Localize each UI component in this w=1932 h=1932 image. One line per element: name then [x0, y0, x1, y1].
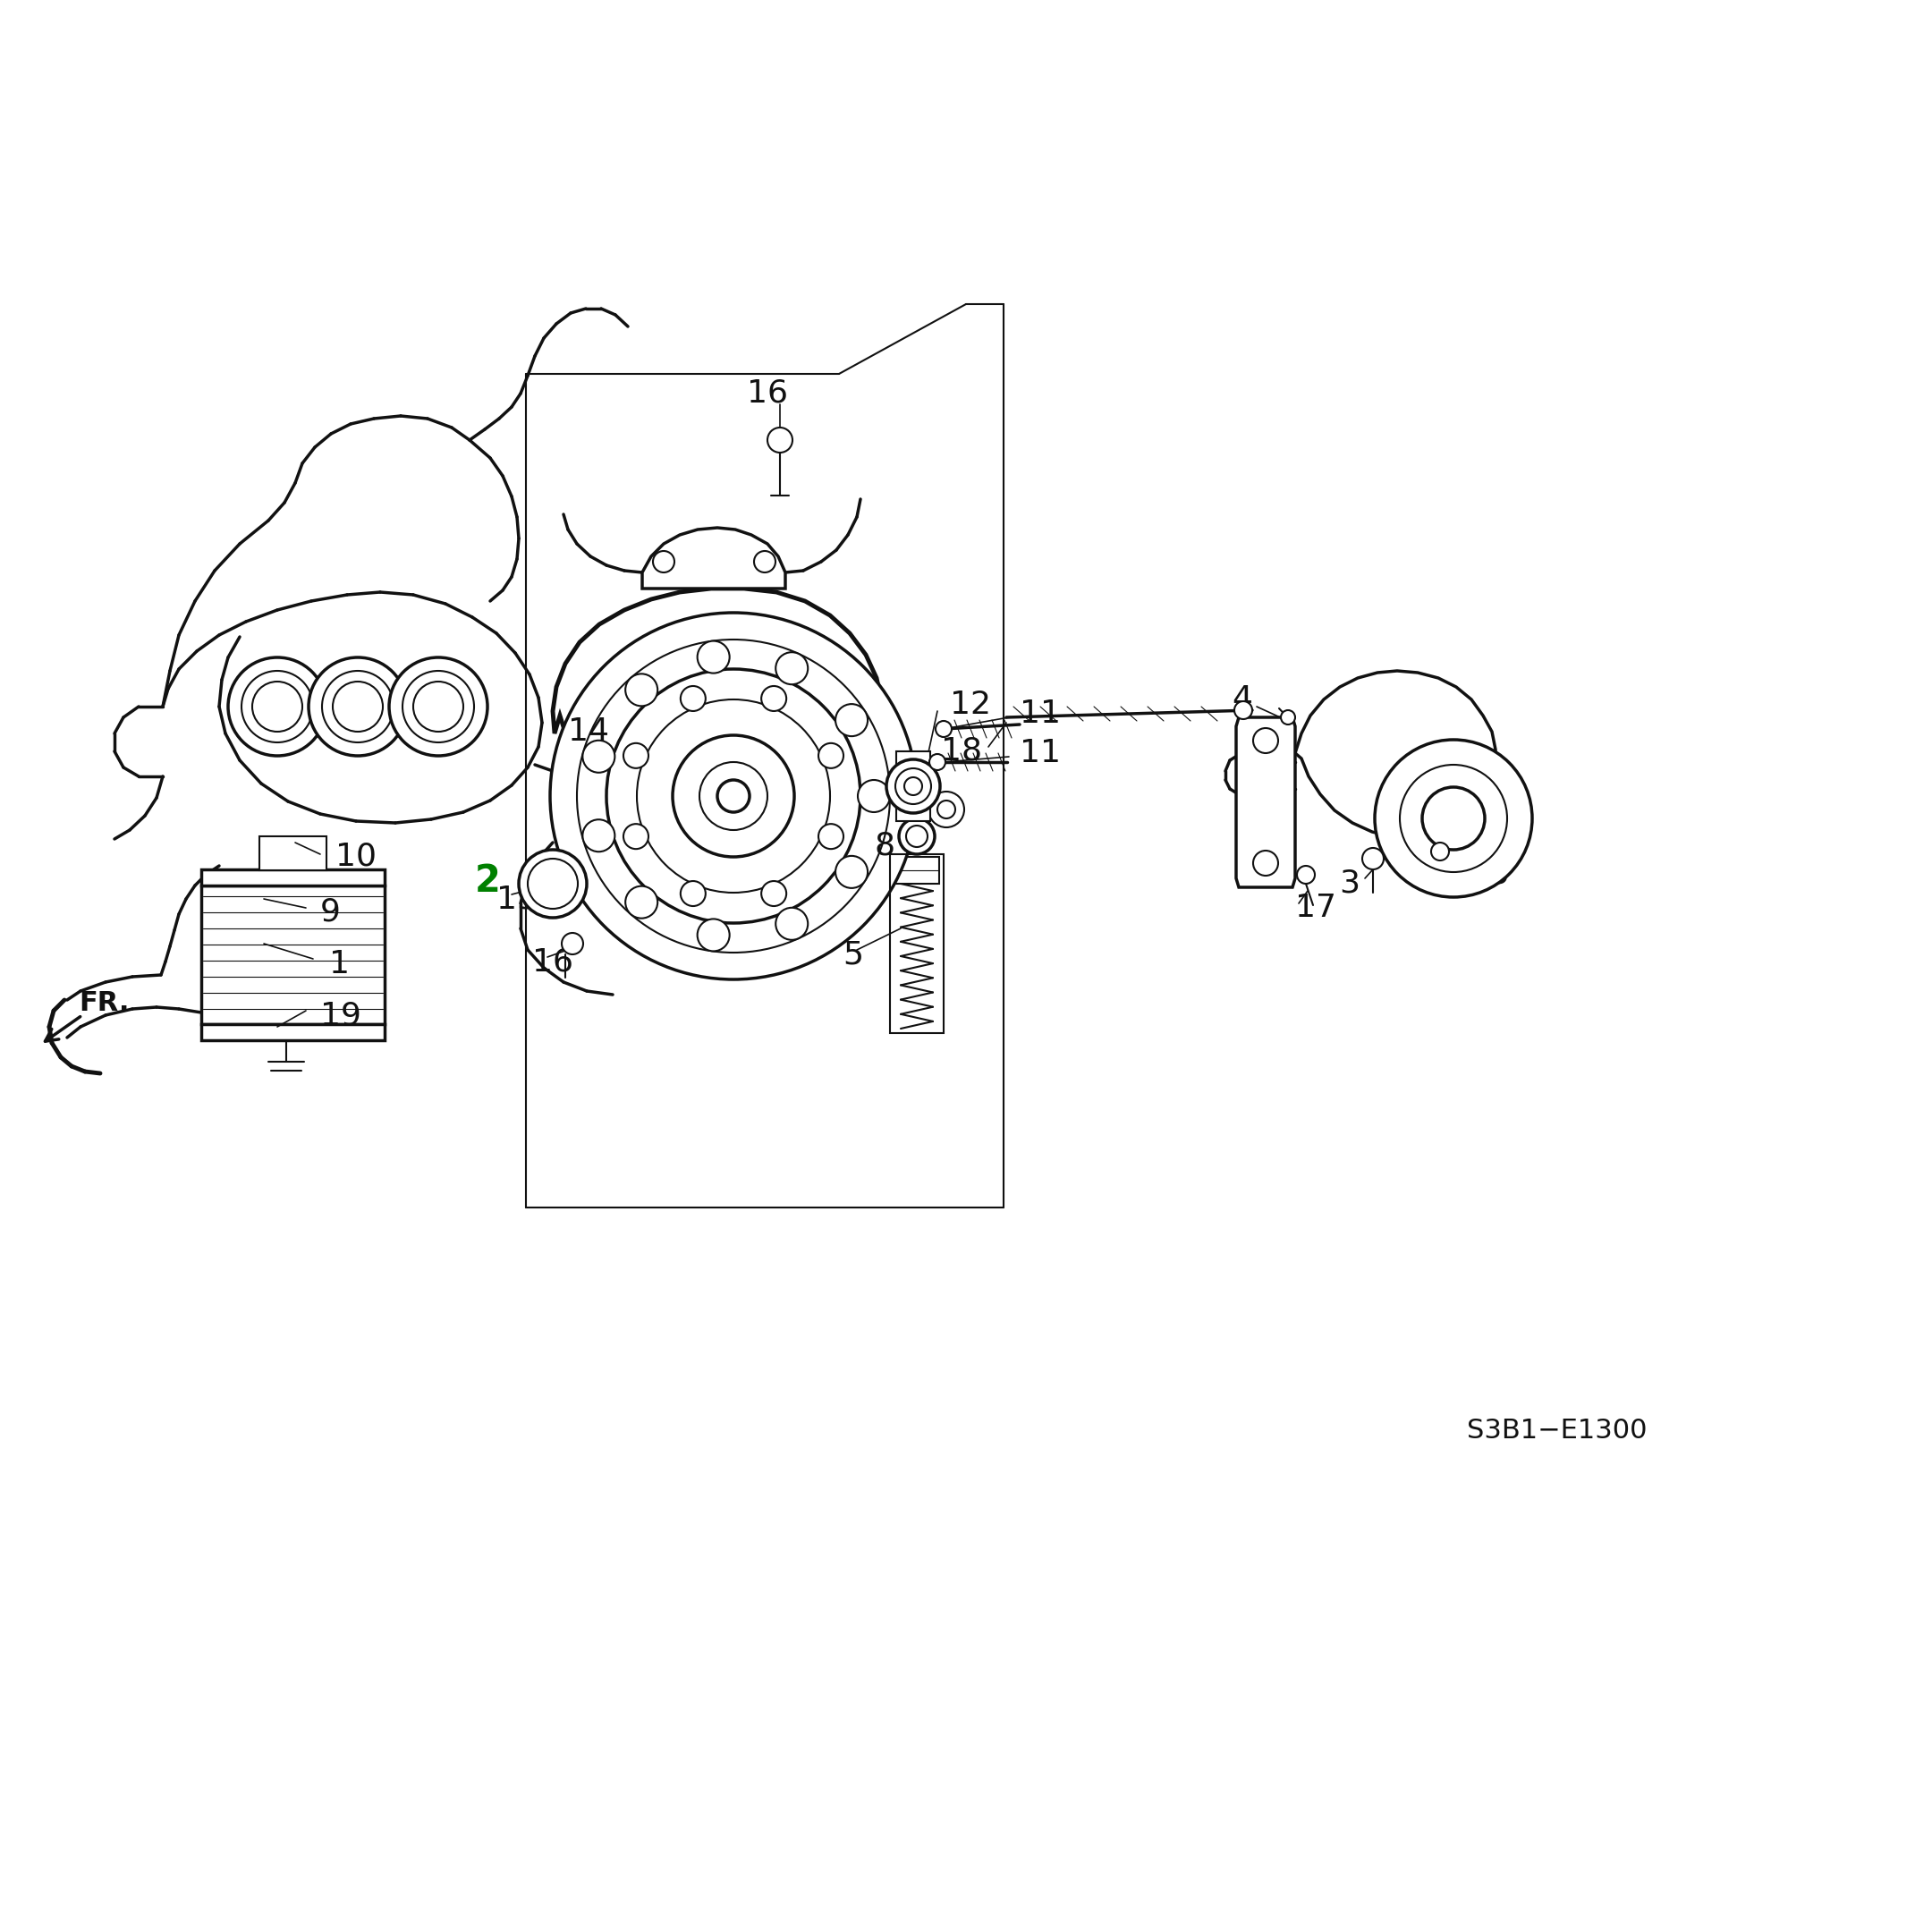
Circle shape [624, 744, 649, 769]
Circle shape [578, 639, 891, 952]
Text: 17: 17 [1294, 893, 1337, 923]
Circle shape [1422, 786, 1486, 850]
Circle shape [717, 781, 750, 811]
Circle shape [929, 753, 945, 771]
Circle shape [895, 769, 931, 804]
Circle shape [309, 657, 408, 755]
Bar [259, 837, 327, 869]
Circle shape [858, 781, 891, 811]
Circle shape [626, 887, 657, 918]
Circle shape [653, 551, 674, 572]
Circle shape [607, 668, 860, 923]
Bar [896, 752, 929, 821]
Circle shape [551, 612, 918, 980]
Polygon shape [641, 527, 784, 589]
Circle shape [1362, 848, 1383, 869]
Circle shape [1281, 711, 1294, 724]
Polygon shape [1236, 717, 1294, 887]
Bar [895, 858, 939, 883]
Circle shape [775, 653, 808, 684]
Circle shape [775, 908, 808, 939]
Circle shape [583, 740, 614, 773]
Text: 9: 9 [321, 896, 340, 927]
Text: 1: 1 [328, 949, 350, 980]
Circle shape [562, 933, 583, 954]
Text: 14: 14 [568, 717, 609, 748]
Polygon shape [553, 589, 883, 848]
Circle shape [1432, 842, 1449, 860]
Circle shape [835, 856, 867, 889]
Text: 4: 4 [1233, 684, 1252, 715]
Circle shape [1235, 701, 1252, 719]
Circle shape [626, 674, 657, 705]
Circle shape [929, 792, 964, 827]
Text: FR.: FR. [79, 991, 129, 1016]
Circle shape [898, 819, 935, 854]
Circle shape [697, 641, 730, 672]
Circle shape [753, 551, 775, 572]
Bar [201, 885, 384, 1024]
Text: 13: 13 [497, 883, 537, 914]
Circle shape [672, 736, 794, 858]
Text: 12: 12 [951, 690, 991, 721]
Circle shape [835, 703, 867, 736]
Text: 11: 11 [1020, 738, 1061, 769]
Text: 15: 15 [1468, 860, 1509, 891]
Bar [628, 680, 665, 701]
Text: 18: 18 [941, 736, 981, 767]
Text: 16: 16 [531, 947, 574, 978]
Circle shape [1254, 728, 1279, 753]
Circle shape [887, 759, 941, 813]
Circle shape [761, 881, 786, 906]
Bar [891, 854, 943, 1034]
Circle shape [697, 920, 730, 951]
Bar [201, 869, 384, 885]
Circle shape [1296, 866, 1316, 883]
Polygon shape [1294, 670, 1495, 837]
Text: 5: 5 [842, 941, 864, 970]
Text: 11: 11 [1020, 699, 1061, 728]
Bar [201, 1024, 384, 1039]
Text: S3B1−E1300: S3B1−E1300 [1466, 1418, 1648, 1443]
Circle shape [819, 744, 844, 769]
Text: 7: 7 [895, 788, 916, 819]
Circle shape [228, 657, 327, 755]
Text: 2: 2 [475, 862, 500, 900]
Circle shape [1376, 740, 1532, 896]
Text: 3: 3 [1339, 869, 1360, 898]
Text: 6: 6 [842, 862, 864, 893]
Circle shape [520, 850, 587, 918]
Circle shape [680, 881, 705, 906]
Circle shape [1254, 850, 1279, 875]
Circle shape [638, 699, 831, 893]
Text: 10: 10 [336, 842, 377, 871]
Circle shape [624, 823, 649, 848]
Circle shape [1401, 765, 1507, 871]
Text: 19: 19 [321, 1001, 361, 1030]
Circle shape [819, 823, 844, 848]
Circle shape [583, 819, 614, 852]
Circle shape [680, 686, 705, 711]
Text: 8: 8 [875, 831, 895, 860]
Text: 16: 16 [748, 379, 788, 410]
Circle shape [767, 427, 792, 452]
Circle shape [388, 657, 487, 755]
Circle shape [761, 686, 786, 711]
Circle shape [935, 721, 952, 736]
